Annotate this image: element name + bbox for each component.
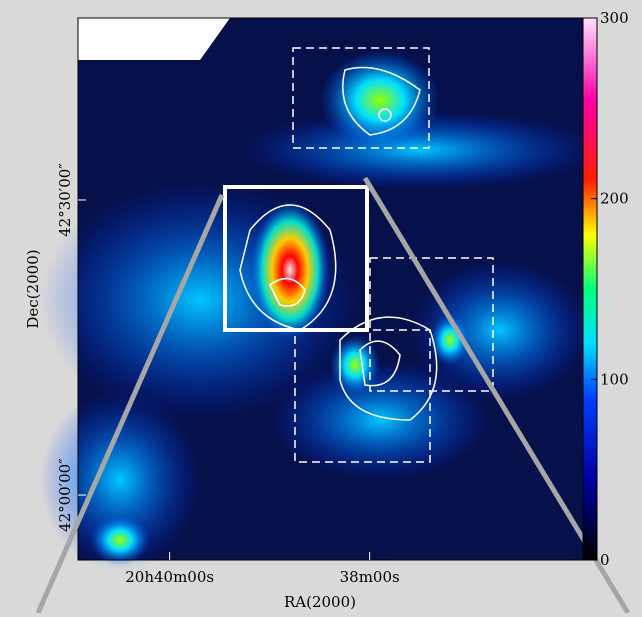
colorbar-tick-label: 100 — [600, 370, 629, 388]
x-tick-label: 20h40m00s — [125, 568, 214, 586]
colorbar-tick-label: 0 — [600, 551, 610, 569]
colorbar-tick-label: 200 — [600, 190, 629, 208]
y-axis-label: Dec(2000) — [24, 249, 42, 328]
figure: RA(2000) Dec(2000) 20h40m00s 38m00s 42°00′… — [0, 0, 642, 613]
sky-image — [40, 18, 600, 570]
x-axis-label: RA(2000) — [284, 593, 356, 611]
colorbar — [583, 18, 597, 560]
x-tick-label: 38m00s — [340, 568, 400, 586]
y-tick-label: 42°00′00″ — [56, 458, 74, 532]
colorbar-tick-label: 300 — [600, 9, 629, 27]
y-tick-label: 42°30′00″ — [56, 163, 74, 237]
